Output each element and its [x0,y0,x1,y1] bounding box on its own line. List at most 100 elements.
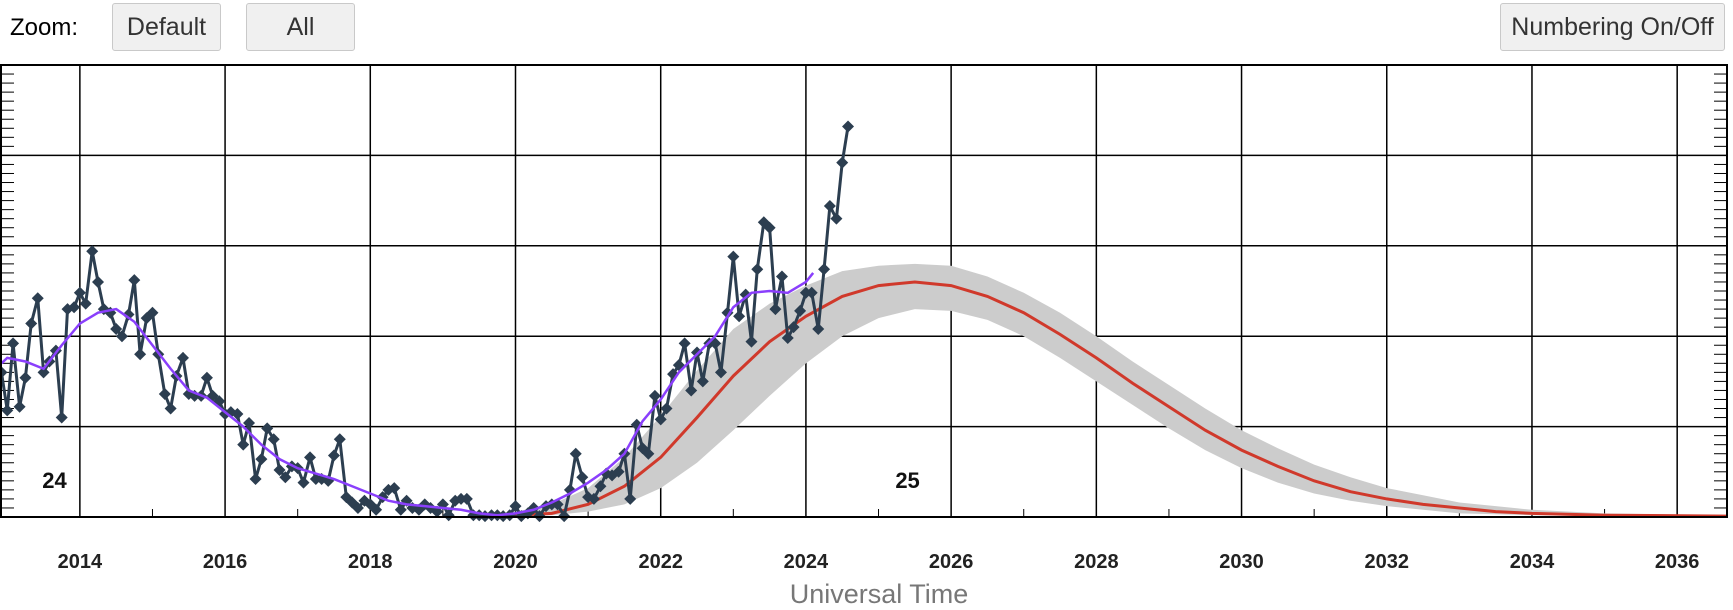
zoom-all-button[interactable]: All [246,3,355,51]
observed-point-59 [351,501,364,514]
prediction-range-band [515,263,1728,517]
observed-point-25 [146,306,159,319]
observed-point-125 [751,263,764,276]
plot-border [0,64,1728,518]
observed-point-95 [569,447,582,460]
observed-point-74 [442,509,455,522]
smoothed-line-layer [0,272,815,517]
observed-point-102 [612,465,625,478]
x-tick-label-2022: 2022 [638,551,683,573]
observed-point-34 [200,371,213,384]
x-tick-labels: 2014 2016 2018 2020 2022 2024 2026 2028 2030 2032… [58,551,1700,573]
observed-point-121 [727,250,740,263]
observed-point-19 [110,322,123,335]
observed-point-62 [370,503,383,516]
observed-point-55 [327,449,340,462]
observed-point-66 [394,503,407,516]
zoom-label: Zoom: [10,14,79,41]
observed-point-44 [261,422,274,435]
observed-point-115 [691,346,704,359]
zoom-default-button[interactable]: Default [112,3,221,51]
observed-point-5 [25,317,38,330]
cycle-label-25: 25 [895,468,919,493]
observed-point-43 [255,453,268,466]
observed-point-88 [527,501,540,514]
observed-point-2 [7,337,20,350]
observed-point-16 [92,275,105,288]
observed-point-13 [73,286,86,299]
observed-point-129 [775,270,788,283]
observed-point-107 [642,447,655,460]
observed-point-135 [812,322,825,335]
observed-point-124 [745,335,758,348]
x-tick-label-2034: 2034 [1510,551,1555,573]
predicted-line-layer [515,280,1729,518]
observed-point-51 [304,451,317,464]
x-tick-label-2018: 2018 [348,551,393,573]
observed-point-108 [648,389,661,402]
observed-point-23 [134,348,147,361]
observed-point-131 [787,321,800,334]
observed-point-21 [122,308,135,321]
observed-point-4 [19,371,32,384]
observed-point-3 [13,400,26,413]
observed-point-56 [333,433,346,446]
observed-point-122 [733,310,746,323]
observed-point-114 [685,384,698,397]
observed-point-85 [509,500,522,513]
observed-point-30 [176,351,189,364]
grid [0,65,1728,517]
observed-point-128 [769,303,782,316]
observed-point-98 [587,492,600,505]
observed-point-42 [249,473,262,486]
observed-point-27 [158,388,171,401]
x-tick-label-2014: 2014 [58,551,103,573]
cycle-labels: 24 25 [42,468,920,493]
observed-point-123 [739,288,752,301]
x-tick-label-2030: 2030 [1219,551,1264,573]
observed-point-136 [818,263,831,276]
observed-point-119 [714,366,727,379]
observed-point-132 [794,304,807,317]
observed-point-127 [763,221,776,234]
observed-point-50 [297,476,310,489]
observed-point-77 [460,492,473,505]
observed-point-104 [624,492,637,505]
x-tick-label-2026: 2026 [929,551,974,573]
observed-point-138 [830,212,843,225]
plot-frame [0,64,1728,518]
predicted-line [515,280,1729,518]
x-tick-label-2032: 2032 [1365,551,1410,573]
observed-point-14 [79,297,92,310]
x-tick-label-2016: 2016 [203,551,248,573]
observed-point-134 [805,286,818,299]
observed-point-137 [823,200,836,213]
observed-point-113 [678,337,691,350]
observed-point-10 [55,411,68,424]
numbering-toggle-button[interactable]: Numbering On/Off [1500,3,1725,51]
x-tick-label-2028: 2028 [1074,551,1119,573]
observed-point-110 [660,402,673,415]
x-tick-label-2036: 2036 [1655,551,1700,573]
x-tick-label-2020: 2020 [493,551,538,573]
observed-line-layer [0,120,855,523]
observed-point-7 [37,366,50,379]
observed-point-28 [164,402,177,415]
x-axis-title: Universal Time [790,579,969,609]
observed-line [0,126,850,521]
observed-point-99 [594,480,607,493]
observed-point-15 [86,245,99,258]
observed-point-47 [279,471,292,484]
observed-point-22 [128,274,141,287]
observed-point-139 [836,156,849,169]
cycle-label-24: 24 [42,468,67,493]
observed-point-96 [576,471,589,484]
observed-point-109 [654,413,667,426]
observed-point-20 [115,330,128,343]
observed-point-41 [243,416,256,429]
smoothed-line [0,272,815,517]
observed-point-45 [267,433,280,446]
observed-point-140 [842,120,855,133]
observed-point-130 [781,332,794,345]
